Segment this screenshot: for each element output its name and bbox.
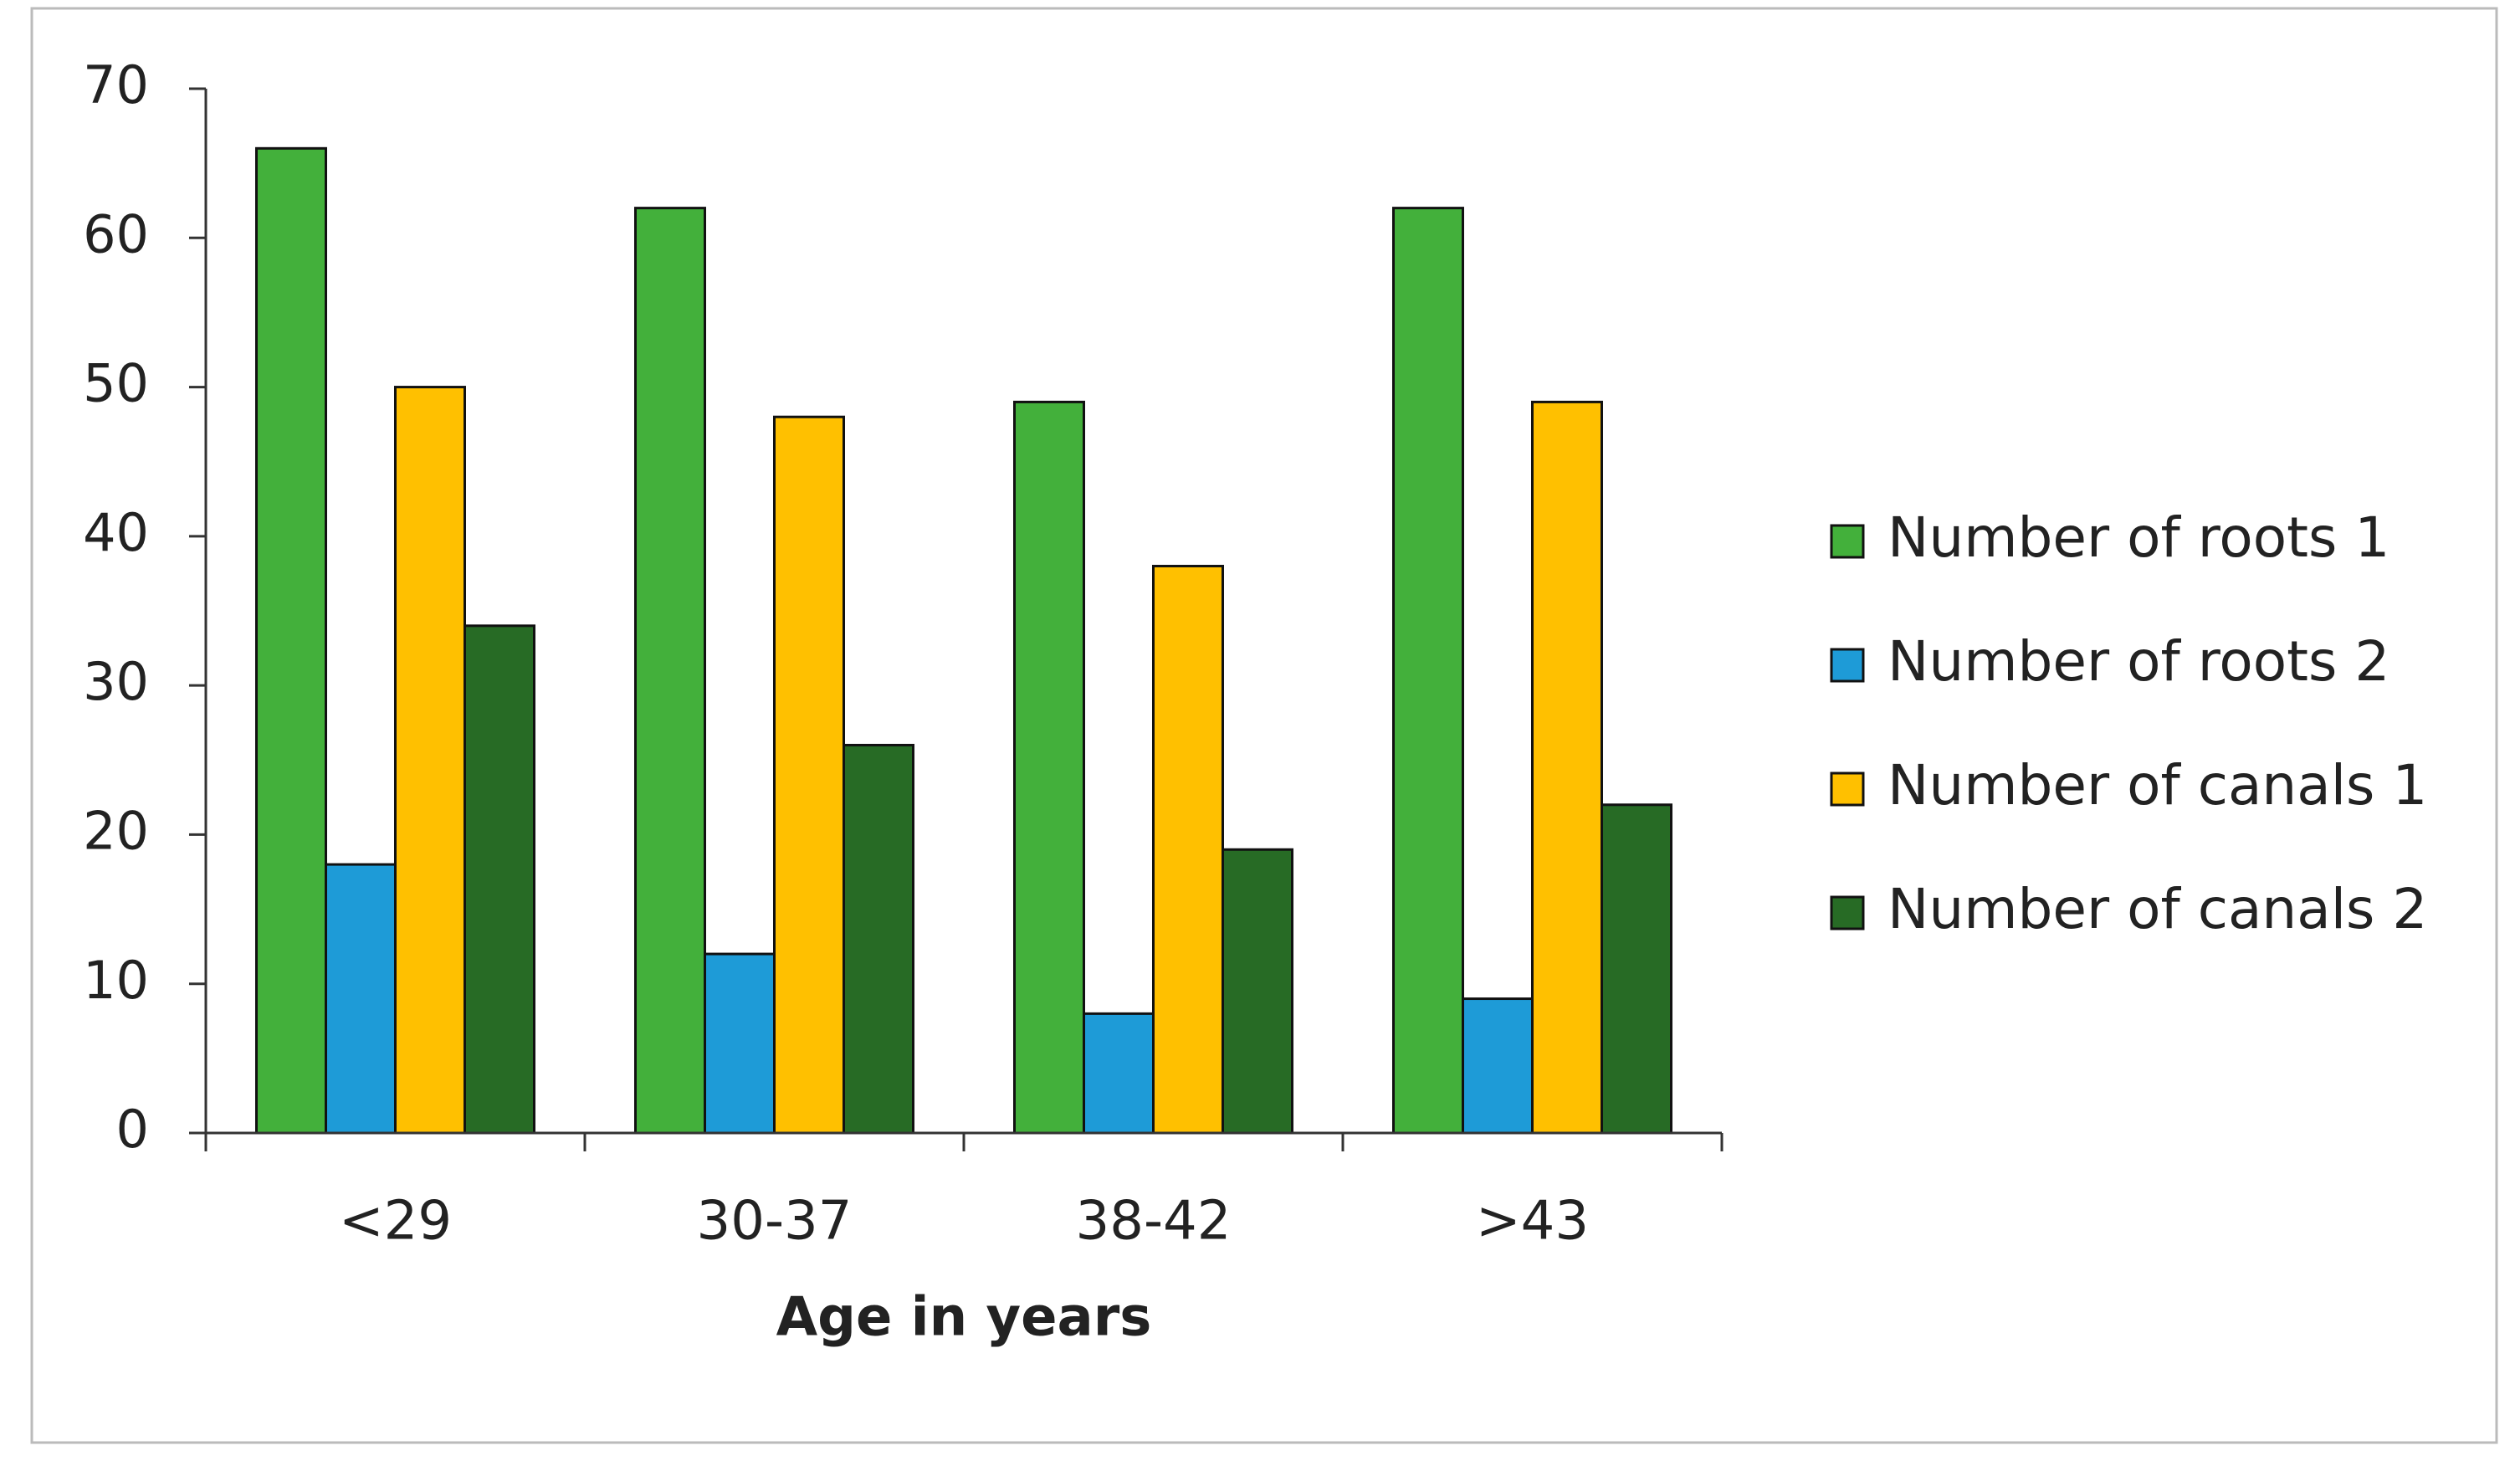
y-tick-label: 0 [116,1099,149,1160]
y-tick-label: 20 [83,801,149,862]
legend-swatch [1830,524,1865,559]
bar [1392,207,1464,1135]
bar [773,415,845,1135]
bar [1083,1012,1155,1135]
x-tick-label: <29 [339,1191,452,1253]
bar [1462,997,1534,1135]
bar [394,386,466,1135]
x-tick-label: 30-37 [697,1191,853,1253]
y-tick-label: 60 [83,203,149,264]
bar [1152,565,1224,1135]
legend-label: Number of roots 1 [1887,505,2389,570]
bar [1531,400,1603,1135]
bar [255,146,327,1135]
bar [325,863,397,1135]
bar [843,743,914,1135]
y-tick-label: 40 [83,502,149,563]
y-tick-label: 50 [83,353,149,414]
x-tick-label: >43 [1476,1191,1589,1253]
legend-label: Number of canals 1 [1887,753,2427,818]
y-tick-label: 10 [83,950,149,1011]
legend-label: Number of canals 2 [1887,877,2427,941]
y-tick-label: 30 [83,651,149,712]
legend-swatch [1830,648,1865,683]
y-tick-label: 70 [83,54,149,115]
bar [1013,400,1085,1135]
bar [464,624,535,1135]
bar [1601,803,1672,1135]
bar [1222,848,1293,1135]
x-tick-label: 38-42 [1076,1191,1232,1253]
bar [634,207,706,1135]
bar [704,952,776,1135]
x-axis-label: Age in years [776,1287,1152,1349]
legend-swatch [1830,895,1865,930]
legend-label: Number of roots 2 [1887,629,2389,694]
legend-swatch [1830,772,1865,807]
